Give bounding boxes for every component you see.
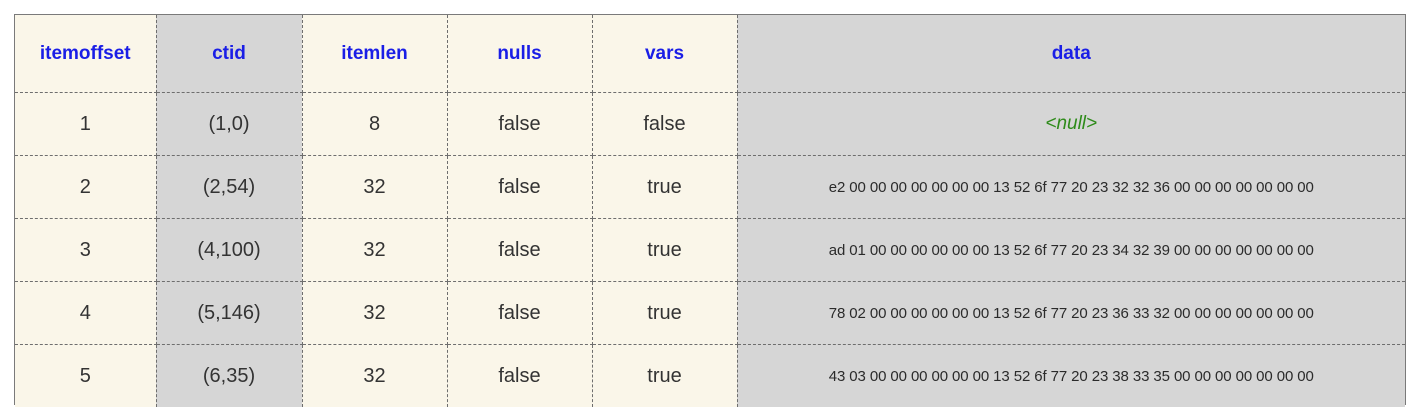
table-row: 2 (2,54) 32 false true e2 00 00 00 00 00… [15, 155, 1405, 219]
header-itemlen: itemlen [301, 15, 448, 93]
cell-itemoffset: 4 [15, 281, 157, 345]
cell-itemlen: 32 [301, 218, 448, 282]
header-vars: vars [591, 15, 738, 93]
cell-data-hex: 78 02 00 00 00 00 00 00 13 52 6f 77 20 2… [736, 281, 1405, 345]
table-row: 4 (5,146) 32 false true 78 02 00 00 00 0… [15, 281, 1405, 345]
cell-ctid: (2,54) [155, 155, 303, 219]
header-ctid: ctid [155, 15, 303, 93]
cell-nulls: false [446, 155, 593, 219]
table-row: 1 (1,0) 8 false false <null> [15, 92, 1405, 156]
cell-itemlen: 8 [301, 92, 448, 156]
cell-itemlen: 32 [301, 155, 448, 219]
cell-itemoffset: 3 [15, 218, 157, 282]
page-items-table: itemoffset ctid itemlen nulls vars data … [15, 15, 1405, 407]
cell-vars: true [591, 344, 738, 407]
cell-ctid: (6,35) [155, 344, 303, 407]
cell-vars: false [591, 92, 738, 156]
table-row: 3 (4,100) 32 false true ad 01 00 00 00 0… [15, 218, 1405, 282]
cell-ctid: (5,146) [155, 281, 303, 345]
header-itemoffset: itemoffset [15, 15, 157, 93]
cell-nulls: false [446, 344, 593, 407]
cell-itemlen: 32 [301, 281, 448, 345]
cell-data-hex: 43 03 00 00 00 00 00 00 13 52 6f 77 20 2… [736, 344, 1405, 407]
page-items-table-frame: itemoffset ctid itemlen nulls vars data … [14, 14, 1406, 407]
cell-nulls: false [446, 281, 593, 345]
cell-ctid: (4,100) [155, 218, 303, 282]
cell-vars: true [591, 155, 738, 219]
cell-itemoffset: 5 [15, 344, 157, 407]
cell-vars: true [591, 281, 738, 345]
table-row: 5 (6,35) 32 false true 43 03 00 00 00 00… [15, 344, 1405, 407]
cell-nulls: false [446, 92, 593, 156]
cell-data-hex: e2 00 00 00 00 00 00 00 13 52 6f 77 20 2… [736, 155, 1405, 219]
cell-data-null: <null> [736, 92, 1405, 156]
cell-vars: true [591, 218, 738, 282]
header-nulls: nulls [446, 15, 593, 93]
cell-itemoffset: 1 [15, 92, 157, 156]
header-data: data [736, 15, 1405, 93]
table-header-row: itemoffset ctid itemlen nulls vars data [15, 15, 1405, 93]
cell-nulls: false [446, 218, 593, 282]
cell-ctid: (1,0) [155, 92, 303, 156]
cell-itemlen: 32 [301, 344, 448, 407]
cell-itemoffset: 2 [15, 155, 157, 219]
cell-data-hex: ad 01 00 00 00 00 00 00 13 52 6f 77 20 2… [736, 218, 1405, 282]
